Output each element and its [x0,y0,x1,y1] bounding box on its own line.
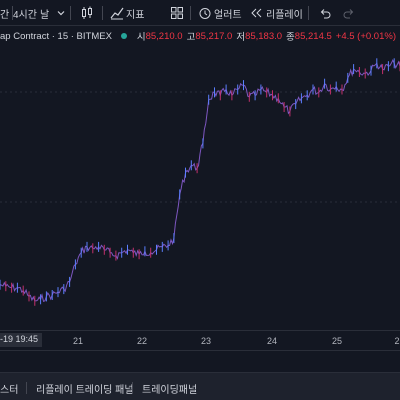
layout-grid-icon[interactable] [170,0,184,26]
replay-button[interactable]: 리플레이 [266,9,303,21]
open-key: 시 [136,32,146,43]
time-tick: 2 [394,336,400,346]
price-line [0,59,400,303]
high-key: 고 [186,32,196,43]
time-tick: 21 [72,336,84,346]
top-toolbar: 간 4시간 날 지표 얼러트 리플레이 [0,0,400,26]
redo-icon[interactable] [342,0,356,26]
indicators-button[interactable]: 지표 [126,9,145,21]
time-tick: 24 [266,336,278,346]
time-tick: 22 [136,336,148,346]
price-chart[interactable] [0,26,400,330]
chart-footer-strip [0,350,400,372]
tab-divider [26,382,27,394]
toolbar-divider [308,6,309,20]
open-value: 85,210.0 [145,30,183,42]
time-axis[interactable]: 21 22 23 24 25 2 [0,330,400,350]
high-value: 85,217.0 [195,30,233,42]
crosshair-time-label: -19 19:45 [0,333,43,347]
market-status-dot [120,33,127,39]
change-value: +4.5 (+0.01%) [335,30,396,42]
toolbar-frag-label[interactable]: 간 [0,9,10,21]
low-key: 저 [236,32,246,43]
low-value: 85,183.0 [245,30,283,42]
indicators-icon[interactable] [110,0,124,26]
toolbar-divider [70,6,71,20]
close-key: 종 [286,32,295,43]
tab-divider [132,382,133,394]
day-button[interactable]: 날 [40,9,50,21]
price-series [0,58,400,306]
symbol-label[interactable]: ap Contract · 15 · BITMEX [0,30,112,42]
undo-icon[interactable] [318,0,332,26]
close-value: 85,214.5 [294,30,332,42]
bottom-panel: 스터 리플레이 트레이딩 패널 트레이딩패널 [0,372,400,400]
time-tick: 25 [331,336,343,346]
chevron-down-icon[interactable] [56,0,66,26]
tab-trading-panel[interactable]: 트레이딩패널 [142,385,198,396]
time-tick: 23 [200,336,212,346]
tab-replay-trading[interactable]: 리플레이 트레이딩 패널 [36,385,134,396]
toolbar-divider [190,6,191,20]
ohlc-legend: ap Contract · 15 · BITMEX 시 85,210.0 고 8… [0,27,400,45]
candle-style-icon[interactable] [80,0,94,26]
interval-button[interactable]: 4시간 [13,9,37,21]
toolbar-divider [102,6,103,20]
tab-screener[interactable]: 스터 [0,385,19,396]
toolbar-divider [12,6,13,20]
replay-icon[interactable] [250,0,264,26]
alarm-clock-icon[interactable] [198,0,212,26]
alert-button[interactable]: 얼러트 [214,9,242,21]
